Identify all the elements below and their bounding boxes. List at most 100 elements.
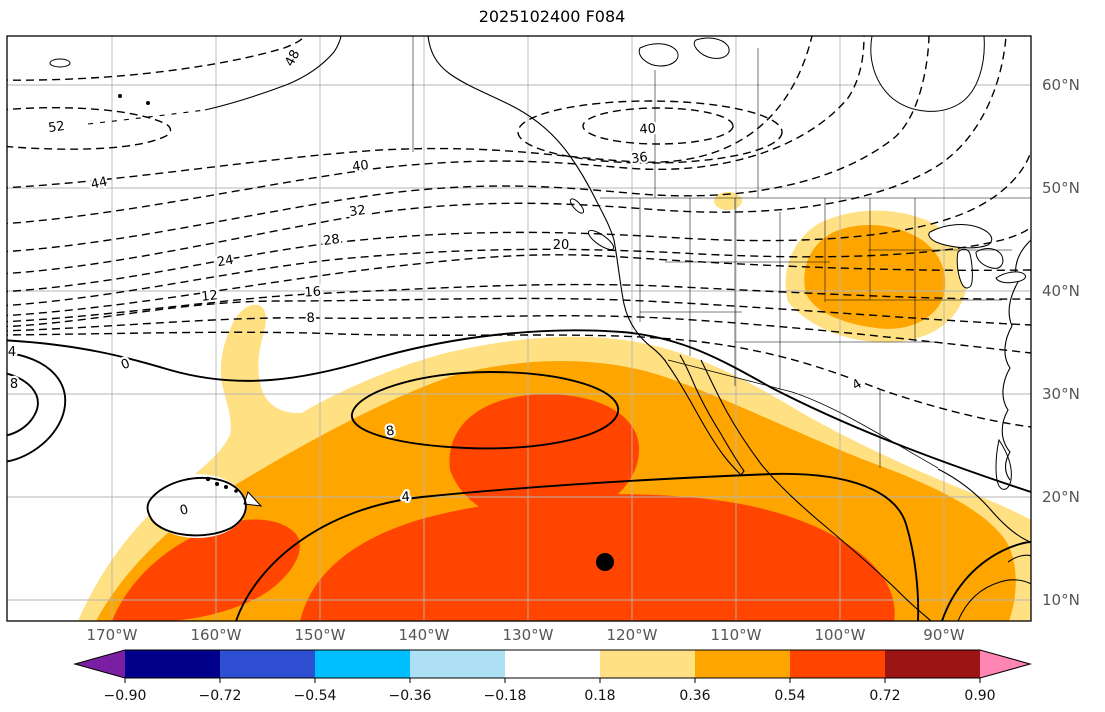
contour-dashed-12 [7,297,1031,328]
contour-label: 28 [322,232,340,249]
contour-solid-8-west-edge [7,372,39,437]
lon-tick-label: 150°W [295,626,346,644]
contour-dashed-48 [7,36,305,81]
contour-label: 40 [351,158,369,175]
cuba-coast [1007,554,1031,563]
lon-tick-label: 140°W [399,626,450,644]
contour-solid-4-west-edge [7,351,67,463]
haida-gwaii-island [569,198,585,214]
pribilof-island [118,94,122,98]
lat-lon-gridlines [7,36,1031,621]
contour-dashed-32 [7,36,1007,275]
contour-label: 4 [401,490,410,506]
colorbar-tick-label: 0.18 [584,688,615,704]
contour-dashed-8 [7,315,1031,354]
lake-huron [975,248,1004,269]
contour-label: 52 [47,119,65,136]
contour-label: 20 [553,238,570,253]
lat-tick-label: 30°N [1042,385,1080,403]
colorbar-tick-label: 0.72 [869,688,900,704]
lon-tick-label: 160°W [191,626,242,644]
colorbar-tick-label: −0.54 [294,688,337,704]
contour-label: 40 [639,121,657,137]
contour-label: 8 [306,311,315,327]
contour-dashed-52 [7,107,172,150]
arctic-island-2 [693,37,730,59]
colorbar-tick-label: 0.36 [679,688,710,704]
contour-dashed-24 [7,226,1031,307]
colorbar-over-arrow [980,650,1030,678]
small-island [146,101,150,105]
lon-tick-label: 110°W [711,626,762,644]
colorbar-segment [125,650,220,678]
dashed-contours [7,36,1031,428]
map-content: 48 52 44 40 40 36 32 28 24 20 16 12 8 4 … [7,36,1031,621]
hudson-bay [870,36,985,112]
colorbar: −0.90 −0.72 −0.54 −0.36 −0.18 0.18 0.36 … [72,649,1033,704]
colorbar-tick-label: −0.36 [389,688,432,704]
contour-label: 32 [348,203,366,220]
gulf-of-california-mexico-coast [700,359,932,621]
lat-axis: 60°N 50°N 40°N 30°N 20°N 10°N [1042,76,1080,609]
florida-peninsula [995,438,1012,490]
plot-title: 2025102400 F084 [479,7,626,26]
contour-solid-4-arch [235,472,920,621]
lat-tick-label: 20°N [1042,488,1080,506]
lon-tick-label: 100°W [815,626,866,644]
colorbar-segment [600,650,695,678]
lake-superior [928,224,993,249]
contour-label: 16 [304,284,322,300]
lon-tick-label: 170°W [87,626,138,644]
colorbar-segment [695,650,790,678]
lon-tick-label: 120°W [607,626,658,644]
contour-dashed-40 [7,36,865,225]
contour-dashed-40-closed-low [582,107,734,145]
colorbar-tick-label: −0.90 [104,688,147,704]
lon-tick-label: 90°W [923,626,965,644]
contour-dashed-36 [7,36,930,253]
colorbar-tick-label: 0.90 [964,688,995,704]
colorbar-segment [220,650,315,678]
colorbar-segment [505,650,600,678]
lon-tick-label: 130°W [503,626,554,644]
coastlines [49,36,1031,621]
contour-dashed-28 [7,149,1031,293]
map-panel: 48 52 44 40 40 36 32 28 24 20 16 12 8 4 … [6,35,1032,622]
lat-tick-label: 40°N [1042,282,1080,300]
contour-dashed-16 [7,283,1031,323]
contour-label: 12 [201,288,219,305]
arctic-island-1 [638,43,679,67]
contour-solid-0-loop-hawaii [146,476,247,537]
colorbar-ticks [124,678,981,683]
colorbar-segment [790,650,885,678]
solid-contours [7,329,1031,621]
colorbar-tick-label: 0.54 [774,688,805,704]
st-lawrence-island [49,58,71,68]
contour-label: 4 [850,376,865,393]
us-mexico-border [667,359,939,469]
contour-dashed-20 [7,254,1031,317]
contour-label: 8 [10,377,18,392]
contour-label: 4 [8,345,16,360]
lat-tick-label: 50°N [1042,179,1080,197]
north-america-west-coast [427,36,745,476]
contour-dashed-44 [7,36,813,189]
lake-erie-ontario [995,271,1027,284]
contour-solid-0-southeast [941,541,1031,621]
alaska-peninsula-coast [204,36,342,111]
contour-dashed-4 [7,331,1031,428]
shade-band-054-core-west [112,519,300,621]
contour-label: 48 [282,48,303,70]
observation-marker [596,553,614,571]
vancouver-island [587,229,615,251]
lat-tick-label: 60°N [1042,76,1080,94]
lon-axis: 170°W 160°W 150°W 140°W 130°W 120°W 110°… [87,626,965,644]
colorbar-segment [410,650,505,678]
contour-label: 44 [90,175,109,193]
contour-label: 24 [216,253,235,271]
colorbar-tick-label: −0.72 [199,688,242,704]
contour-label: 36 [630,150,648,167]
colorbar-segment [315,650,410,678]
